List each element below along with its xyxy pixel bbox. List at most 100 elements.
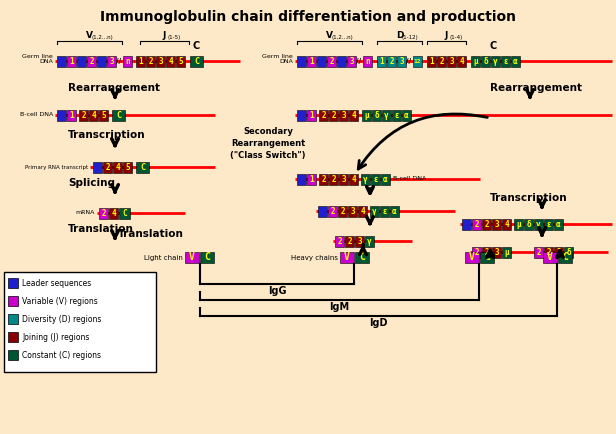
Text: 12: 12	[414, 59, 421, 64]
Bar	[349, 110, 358, 121]
Bar	[564, 247, 573, 258]
Bar	[390, 206, 399, 217]
Bar	[297, 56, 306, 67]
Text: 1: 1	[429, 57, 434, 66]
Text: 3: 3	[341, 175, 346, 184]
Text: α: α	[404, 111, 409, 120]
Text: 2: 2	[474, 220, 479, 229]
Text: ε: ε	[546, 220, 551, 229]
Text: γ: γ	[384, 111, 389, 120]
Bar	[502, 247, 511, 258]
Text: 2: 2	[474, 248, 479, 257]
Bar	[200, 252, 214, 263]
Bar	[156, 56, 165, 67]
Text: C: C	[489, 41, 496, 51]
Text: 4: 4	[351, 175, 356, 184]
Text: (1,2...n): (1,2...n)	[92, 35, 114, 40]
Text: γ: γ	[367, 237, 372, 246]
Bar	[335, 236, 344, 247]
Text: 3: 3	[357, 237, 362, 246]
Text: 2: 2	[321, 175, 326, 184]
Bar	[348, 206, 357, 217]
Text: (1,2...n): (1,2...n)	[332, 35, 354, 40]
Bar	[297, 174, 306, 185]
Bar	[402, 110, 411, 121]
Bar	[361, 174, 370, 185]
Text: μ: μ	[364, 111, 369, 120]
Text: 4: 4	[168, 57, 173, 66]
Text: μ: μ	[504, 248, 509, 257]
Text: Translation: Translation	[118, 229, 184, 239]
Text: 3: 3	[494, 248, 499, 257]
Text: B-cell DNA: B-cell DNA	[393, 177, 426, 181]
Text: C: C	[359, 253, 365, 263]
Bar	[544, 247, 553, 258]
Bar	[8, 296, 18, 306]
Text: ε: ε	[373, 175, 378, 184]
Bar	[491, 56, 500, 67]
Text: 1: 1	[379, 57, 384, 66]
Bar	[340, 252, 354, 263]
Text: 1: 1	[309, 111, 314, 120]
Text: Immunoglobulin chain differentiation and production: Immunoglobulin chain differentiation and…	[100, 10, 516, 24]
Bar	[136, 56, 145, 67]
Bar	[358, 206, 367, 217]
Text: α: α	[392, 207, 397, 216]
Text: δ: δ	[526, 220, 531, 229]
Text: Secondary
Rearrangement
("Class Switch"): Secondary Rearrangement ("Class Switch")	[230, 127, 306, 160]
Text: γ: γ	[536, 220, 541, 229]
Text: δ: δ	[483, 57, 488, 66]
Text: 1: 1	[69, 57, 74, 66]
Bar	[427, 56, 436, 67]
Bar	[370, 206, 379, 217]
Bar	[345, 236, 354, 247]
Bar	[462, 219, 471, 230]
Bar	[365, 236, 374, 247]
Text: C: C	[122, 209, 127, 218]
Text: 4: 4	[459, 57, 464, 66]
Bar	[558, 252, 572, 263]
Bar	[480, 252, 494, 263]
Text: 4: 4	[111, 209, 116, 218]
Bar	[77, 56, 86, 67]
Text: 3: 3	[349, 57, 354, 66]
Text: 5: 5	[125, 163, 130, 172]
Text: J: J	[445, 31, 448, 40]
Bar	[112, 110, 125, 121]
Text: Constant (C) regions: Constant (C) regions	[22, 351, 101, 359]
Text: V: V	[86, 31, 93, 40]
Text: 2: 2	[439, 57, 444, 66]
Bar	[502, 219, 511, 230]
Bar	[554, 247, 563, 258]
Bar	[307, 174, 316, 185]
Text: 2: 2	[347, 237, 352, 246]
Text: C: C	[116, 111, 121, 120]
Text: Transcription: Transcription	[68, 130, 145, 140]
Text: 2: 2	[546, 248, 551, 257]
Text: 2: 2	[536, 248, 541, 257]
Bar	[79, 110, 88, 121]
Text: C: C	[562, 253, 568, 263]
Text: α: α	[513, 57, 518, 66]
Text: V: V	[469, 253, 475, 263]
Bar	[457, 56, 466, 67]
Bar	[337, 56, 346, 67]
Text: 5: 5	[178, 57, 183, 66]
Text: 3: 3	[449, 57, 454, 66]
Text: 2: 2	[105, 163, 110, 172]
Text: C: C	[192, 41, 200, 51]
Text: δ: δ	[374, 111, 379, 120]
Bar	[492, 247, 501, 258]
Text: //: //	[407, 58, 411, 64]
Text: 2: 2	[89, 57, 94, 66]
Bar	[371, 174, 380, 185]
Text: Transcription: Transcription	[490, 193, 567, 203]
Text: ε: ε	[382, 207, 387, 216]
Text: IgD: IgD	[369, 318, 387, 328]
Text: Variable (V) regions: Variable (V) regions	[22, 296, 98, 306]
Bar	[377, 56, 386, 67]
Bar	[544, 219, 553, 230]
Text: 1: 1	[309, 57, 314, 66]
Text: (1-5): (1-5)	[167, 35, 180, 40]
Bar	[381, 174, 390, 185]
